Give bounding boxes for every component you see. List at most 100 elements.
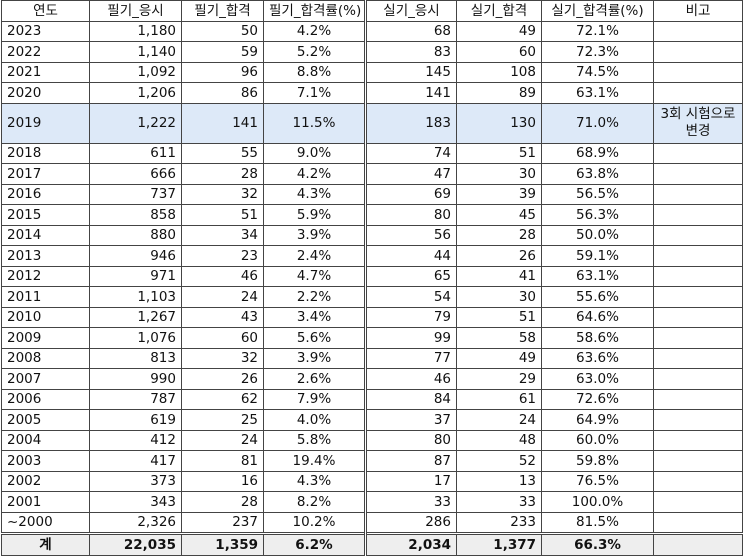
note-cell (653, 142, 743, 164)
table-cell: 46 (181, 265, 264, 287)
table-cell: 990 (89, 368, 182, 390)
table-row: 2007 990 26 2.6% 46 29 63.0% (1, 368, 743, 390)
table-cell: 880 (89, 224, 182, 246)
table-cell: 3.9% (263, 347, 367, 369)
table-cell: 72.6% (541, 388, 654, 410)
table-cell: 49 (456, 20, 542, 42)
table-cell: 37 (365, 409, 457, 431)
table-cell: 5.2% (263, 41, 367, 63)
table-row: 2011 1,103 24 2.2% 54 30 55.6% (1, 286, 743, 308)
table-cell: 373 (89, 470, 182, 492)
table-cell: 79 (365, 306, 457, 328)
table-cell: 50.0% (541, 224, 654, 246)
table-cell: 23 (181, 245, 264, 267)
table-cell: 80 (365, 429, 457, 451)
table-cell: 81.5% (541, 511, 654, 534)
table-cell: 2010 (1, 306, 90, 328)
header-row: 연도 필기_응시 필기_합격 필기_합격률(%) 실기_응시 실기_합격 실기_합격률(%)… (1, 0, 743, 22)
table-row: 2022 1,140 59 5.2% 83 60 72.3% (1, 41, 743, 63)
table-cell: 19.4% (263, 450, 367, 472)
note-cell (653, 204, 743, 226)
table-cell: 47 (365, 163, 457, 185)
table-cell: 1,267 (89, 306, 182, 328)
table-cell: 16 (181, 470, 264, 492)
table-cell: 26 (456, 245, 542, 267)
table-cell: 4.2% (263, 20, 367, 42)
table-cell: 60 (181, 327, 264, 349)
table-cell: 30 (456, 286, 542, 308)
table-cell: 71.0% (541, 102, 654, 144)
table-cell: 44 (365, 245, 457, 267)
table-cell: 62 (181, 388, 264, 410)
table-cell: 30 (456, 163, 542, 185)
table-cell: 3.4% (263, 306, 367, 328)
table-row: 2009 1,076 60 5.6% 99 58 58.6% (1, 327, 743, 349)
table-cell: 11.5% (263, 102, 367, 144)
table-row: 2005 619 25 4.0% 37 24 64.9% (1, 409, 743, 431)
table-cell: 4.7% (263, 265, 367, 287)
total-cell: 계 (1, 532, 90, 556)
table-cell: 24 (456, 409, 542, 431)
header-cell: 필기_합격 (181, 0, 264, 22)
table-cell: 2021 (1, 61, 90, 83)
table-body: 2023 1,180 50 4.2% 68 49 72.1% 2022 1,140 59 5.2% 8… (1, 20, 743, 556)
table-cell: 87 (365, 450, 457, 472)
table-cell: 26 (181, 368, 264, 390)
table-cell: 54 (365, 286, 457, 308)
table-cell: 141 (365, 82, 457, 104)
table-cell: 65 (365, 265, 457, 287)
table-cell: 72.3% (541, 41, 654, 63)
table-cell: 74 (365, 142, 457, 164)
note-cell (653, 163, 743, 185)
table-cell: 1,092 (89, 61, 182, 83)
table-cell: 108 (456, 61, 542, 83)
table-cell: 2001 (1, 491, 90, 513)
table-cell: 55 (181, 142, 264, 164)
note-cell (653, 327, 743, 349)
table-row: 2016 737 32 4.3% 69 39 56.5% (1, 183, 743, 205)
table-row: 2001 343 28 8.2% 33 33 100.0% (1, 491, 743, 513)
table-cell: 24 (181, 286, 264, 308)
table-cell: 51 (181, 204, 264, 226)
note-cell (653, 368, 743, 390)
table-cell: 41 (456, 265, 542, 287)
total-cell: 2,034 (365, 532, 457, 556)
table-cell: 74.5% (541, 61, 654, 83)
header-cell: 필기_응시 (89, 0, 182, 22)
table-cell: 183 (365, 102, 457, 144)
note-cell (653, 183, 743, 205)
table-cell: 63.1% (541, 82, 654, 104)
table-row: 2004 412 24 5.8% 80 48 60.0% (1, 429, 743, 451)
table-row: 2010 1,267 43 3.4% 79 51 64.6% (1, 306, 743, 328)
table-cell: 63.0% (541, 368, 654, 390)
table-cell: 4.0% (263, 409, 367, 431)
table-cell: 56 (365, 224, 457, 246)
table-row: 2013 946 23 2.4% 44 26 59.1% (1, 245, 743, 267)
table-cell: 1,103 (89, 286, 182, 308)
table-cell: 13 (456, 470, 542, 492)
table-cell: 2018 (1, 142, 90, 164)
table-cell: 59.8% (541, 450, 654, 472)
header-cell: 필기_합격률(%) (263, 0, 367, 22)
table-cell: 63.6% (541, 347, 654, 369)
table-cell: 17 (365, 470, 457, 492)
table-cell: 787 (89, 388, 182, 410)
table-cell: 4.3% (263, 470, 367, 492)
table-cell: 45 (456, 204, 542, 226)
table-cell: 59 (181, 41, 264, 63)
header-cell: 비고 (653, 0, 743, 22)
table-cell: 1,140 (89, 41, 182, 63)
table-cell: 7.1% (263, 82, 367, 104)
table-cell: 81 (181, 450, 264, 472)
table-row: 2012 971 46 4.7% 65 41 63.1% (1, 265, 743, 287)
note-cell (653, 388, 743, 410)
total-cell: 22,035 (89, 532, 182, 556)
table-cell: 412 (89, 429, 182, 451)
table-cell: ~2000 (1, 511, 90, 534)
table-cell: 58 (456, 327, 542, 349)
table-row: 2019 1,222 141 11.5% 183 130 71.0% 3회 시험으로 변경 (1, 102, 743, 144)
table-cell: 666 (89, 163, 182, 185)
total-cell: 66.3% (541, 532, 654, 556)
